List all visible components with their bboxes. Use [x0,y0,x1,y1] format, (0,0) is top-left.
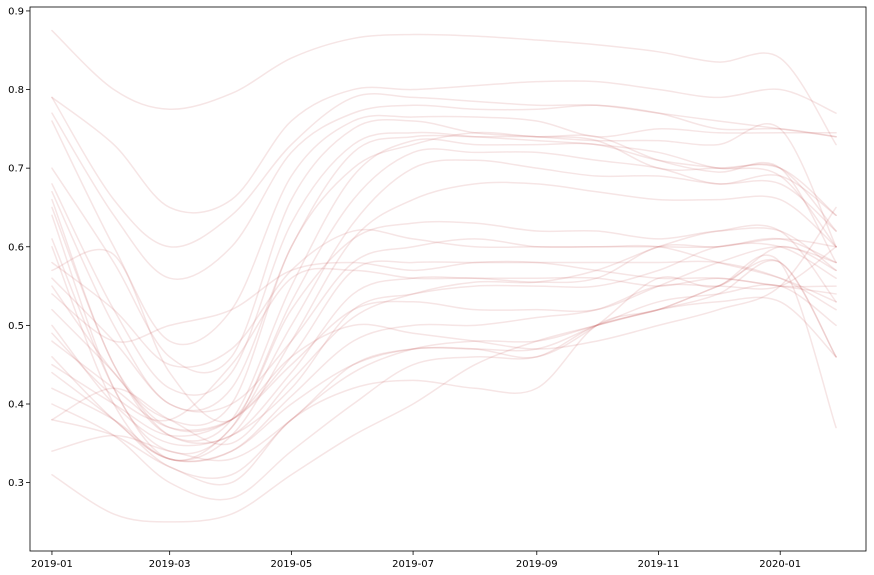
series-line-10 [51,138,837,442]
series-line-23 [51,246,837,463]
series-line-2 [51,80,837,214]
series-line-12 [51,159,837,462]
x-tick-label: 2019-07 [392,559,434,570]
series-line-1 [51,29,837,146]
series-line-22 [51,246,837,431]
y-tick-label: 0.7 [8,164,24,175]
y-tick-label: 0.5 [8,321,24,332]
series-line-6 [51,118,837,374]
x-tick-label: 2019-09 [516,559,558,570]
series-line-25 [51,296,837,479]
series-line-16 [51,238,837,413]
x-tick-label: 2020-01 [759,559,801,570]
series-line-4 [51,104,837,280]
series-line-7 [51,131,837,396]
series-line-14 [51,228,837,368]
series-line-31 [51,259,837,523]
y-tick-label: 0.6 [8,242,24,253]
series-line-13 [51,181,837,462]
series-line-18 [51,260,837,343]
series-line-19 [51,276,837,444]
y-tick-label: 0.9 [8,6,24,17]
series-line-24 [51,206,837,437]
series-line-5 [51,114,837,346]
y-axis: 0.3 0.4 0.5 0.6 0.7 0.8 0.9 [8,6,30,489]
series-line-3 [51,93,837,248]
series-line-9 [51,131,837,427]
x-tick-label: 2019-01 [31,559,73,570]
series-line-20 [51,242,837,447]
y-tick-label: 0.4 [8,399,24,410]
series-line-29 [51,259,837,486]
x-tick-label: 2019-11 [638,559,680,570]
y-tick-label: 0.3 [8,478,24,489]
series-lines [51,29,837,523]
x-axis: 2019-01 2019-03 2019-05 2019-07 2019-09 2019-… [31,551,801,570]
series-line-11 [51,148,837,455]
series-line-21 [51,238,837,422]
series-line-15 [51,220,837,423]
series-line-17 [51,260,837,433]
x-tick-label: 2019-03 [149,559,191,570]
series-line-8 [51,134,837,412]
series-line-28 [51,224,837,446]
plot-frame [29,6,867,552]
series-line-27 [51,254,837,501]
x-tick-label: 2019-05 [270,559,312,570]
series-line-26 [51,283,837,463]
series-line-30 [51,246,837,462]
y-tick-label: 0.8 [8,85,24,96]
